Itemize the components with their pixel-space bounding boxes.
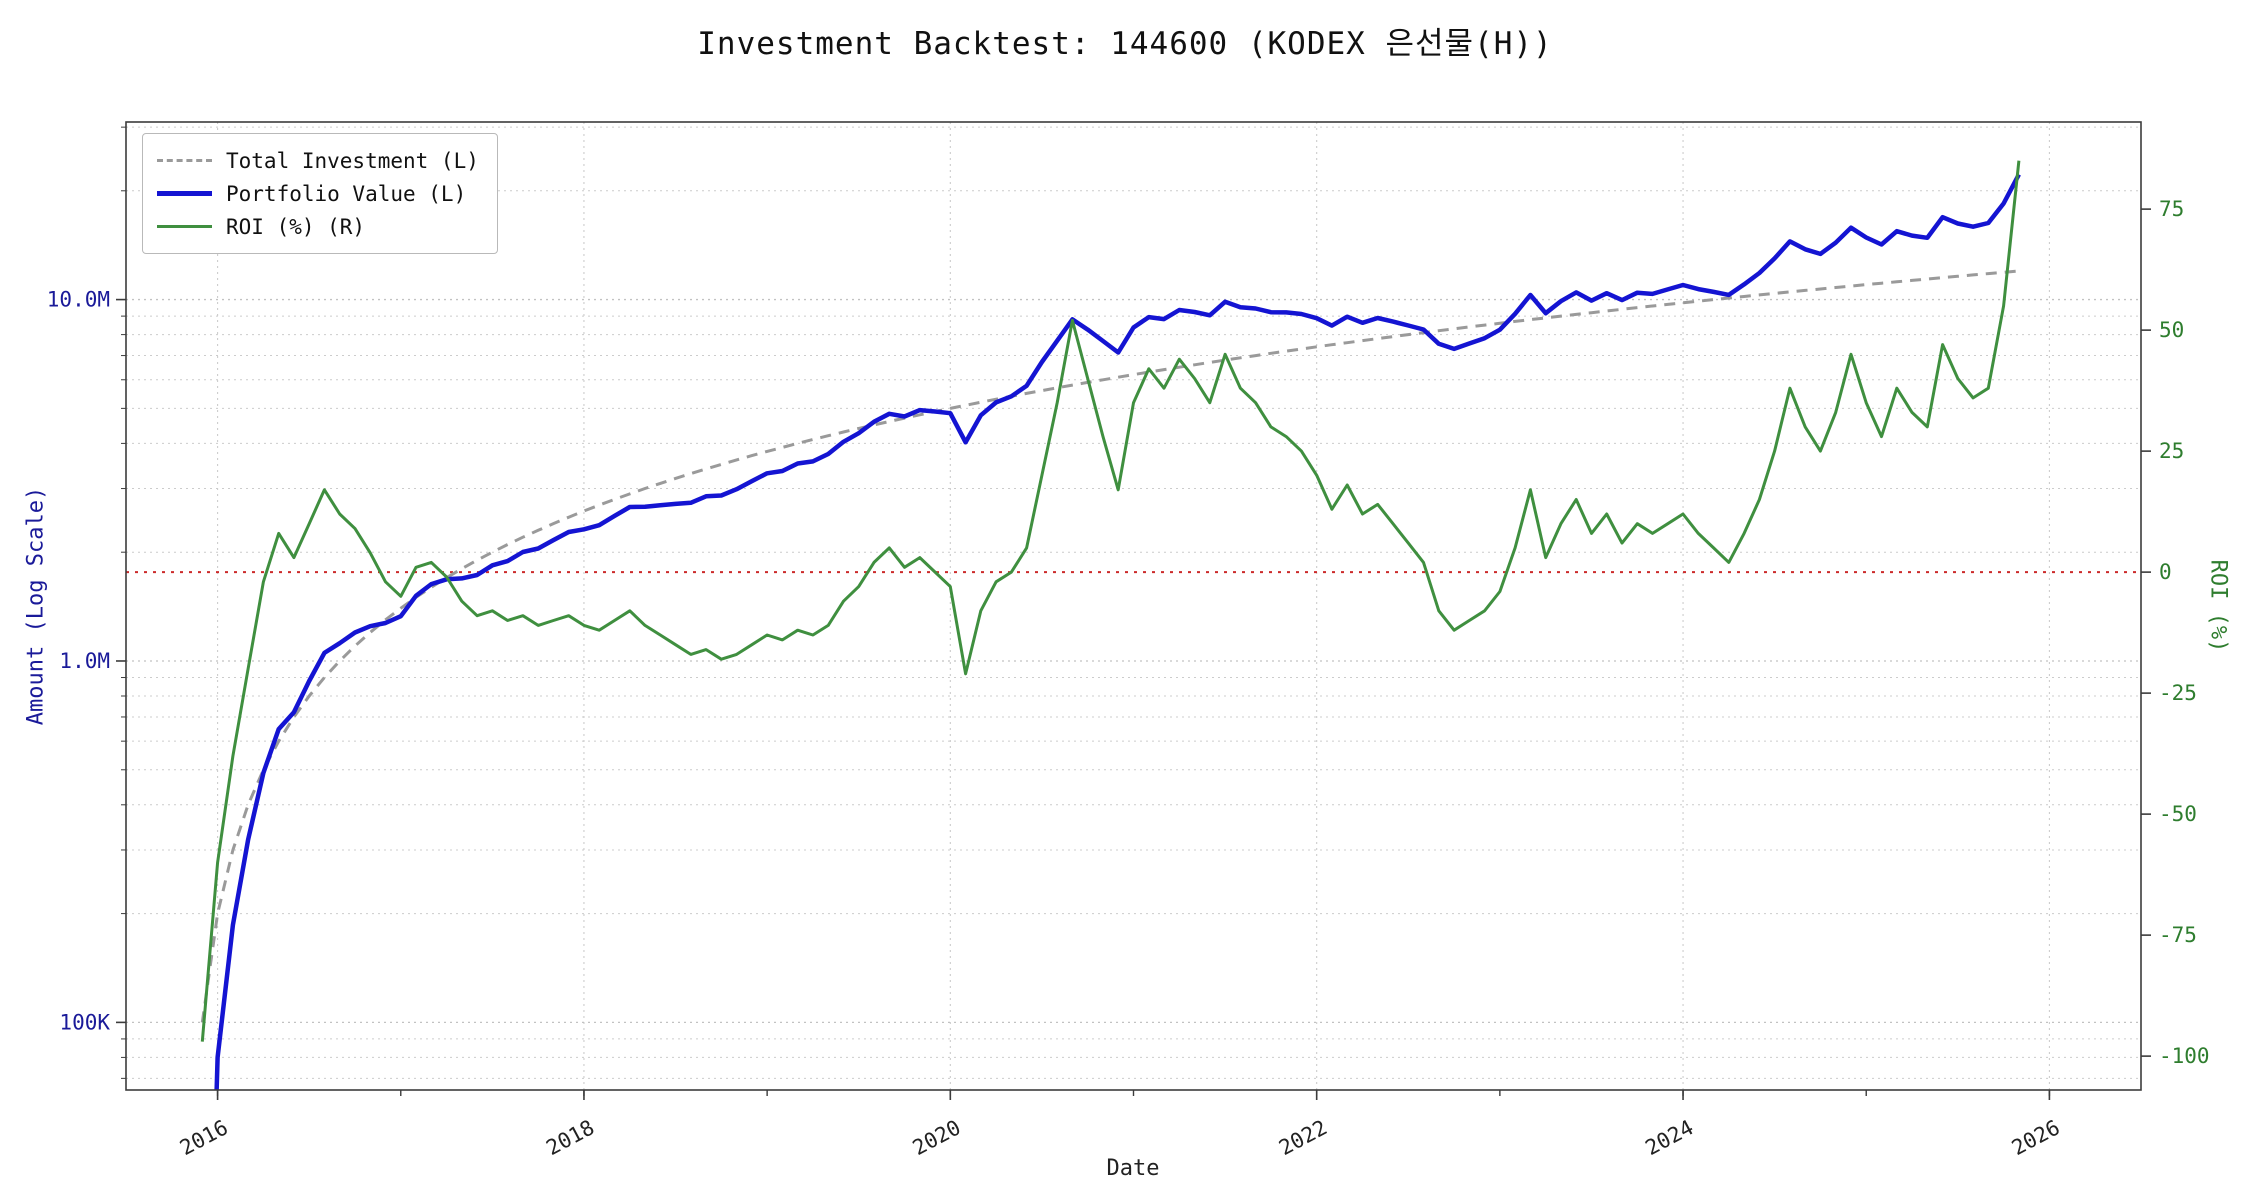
plot-border (125, 121, 2142, 1091)
left-axis-label: Amount (Log Scale) (23, 486, 49, 726)
svg-text:2018: 2018 (542, 1115, 598, 1160)
svg-text:0: 0 (2159, 560, 2172, 584)
series-portfolio-line (214, 173, 2021, 1090)
svg-text:100K: 100K (59, 1010, 110, 1034)
svg-text:1.0M: 1.0M (59, 649, 110, 673)
svg-text:50: 50 (2159, 318, 2184, 342)
svg-text:10.0M: 10.0M (47, 288, 110, 312)
svg-text:-25: -25 (2159, 681, 2197, 705)
svg-text:75: 75 (2159, 197, 2184, 221)
green-line-swatch-icon (157, 225, 212, 228)
svg-text:-75: -75 (2159, 923, 2197, 947)
chart-title: Investment Backtest: 144600 (KODEX 은선물(H… (697, 26, 1553, 62)
legend-item-roi: ROI (%) (R) (157, 210, 479, 243)
svg-text:2026: 2026 (2008, 1115, 2064, 1160)
legend-item-portfolio-value: Portfolio Value (L) (157, 177, 479, 210)
series-investment-line (200, 269, 2020, 1023)
legend-label: Portfolio Value (L) (226, 181, 467, 206)
blue-line-swatch-icon (157, 191, 212, 196)
svg-text:-50: -50 (2159, 802, 2197, 826)
svg-text:2016: 2016 (176, 1115, 232, 1160)
svg-text:2024: 2024 (1641, 1115, 1697, 1160)
dashed-line-swatch-icon (157, 159, 212, 162)
series-roi-line (200, 160, 2021, 1042)
svg-text:2020: 2020 (909, 1115, 965, 1160)
legend: Total Investment (L) Portfolio Value (L)… (142, 133, 498, 254)
legend-label: ROI (%) (R) (226, 214, 366, 239)
legend-item-total-investment: Total Investment (L) (157, 144, 479, 177)
right-axis-label: ROI (%) (2205, 559, 2231, 653)
svg-text:25: 25 (2159, 439, 2184, 463)
grid-layer (126, 122, 2141, 1090)
axis-layer: 2016 2018 2020 2022 2024 2026 100K 1.0M 10.0M 75 5… (47, 126, 2210, 1160)
svg-text:-100: -100 (2159, 1044, 2210, 1068)
x-axis-label: Date (1106, 1156, 1160, 1181)
legend-label: Total Investment (L) (226, 148, 479, 173)
svg-text:2022: 2022 (1275, 1115, 1331, 1160)
